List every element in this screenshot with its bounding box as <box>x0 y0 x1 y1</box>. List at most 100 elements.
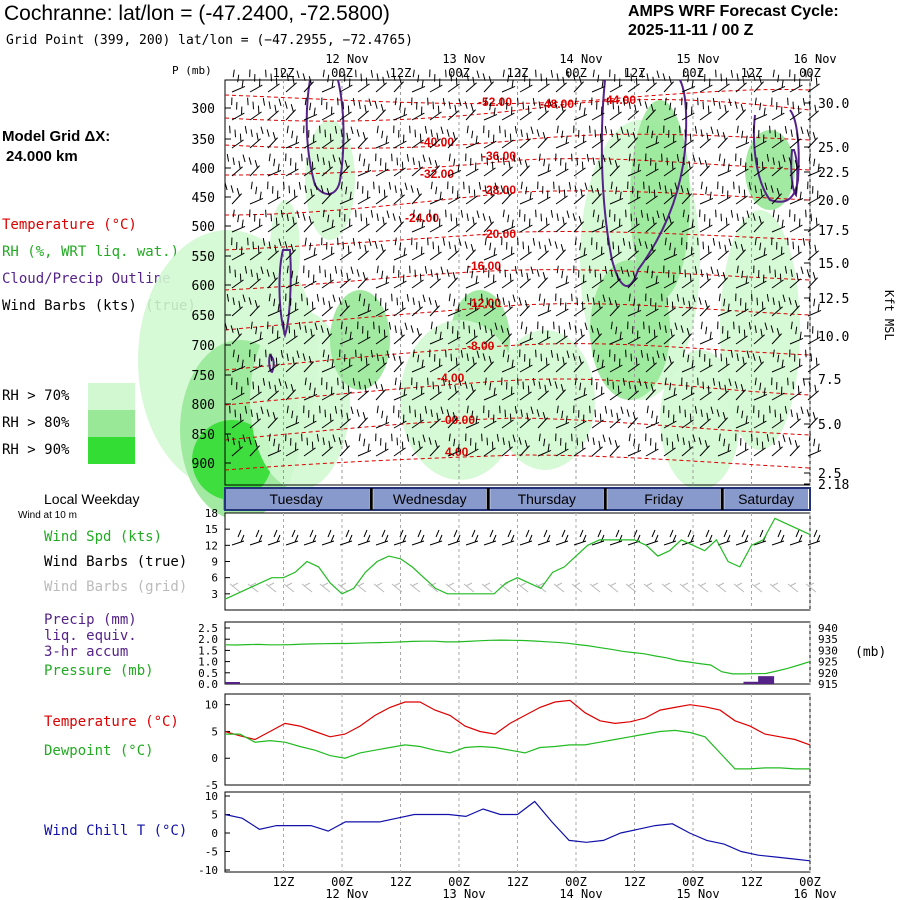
weekday-cell <box>223 488 370 510</box>
surface-wind-barb <box>483 529 497 546</box>
isotherm <box>224 378 811 406</box>
wind-barb <box>440 266 458 289</box>
wind-barb <box>555 265 570 289</box>
wind-barb <box>242 294 260 317</box>
grid-wind-barb <box>409 582 421 593</box>
wind-barb <box>316 293 333 317</box>
wind-barb <box>298 181 315 205</box>
wind-barb <box>409 265 424 289</box>
bottom-time-tick: 00Z <box>331 875 353 889</box>
wind-barb <box>789 209 803 233</box>
wind-barb <box>530 406 548 429</box>
wind-barb <box>715 349 730 373</box>
wind-barb <box>591 97 605 121</box>
wind-barb <box>661 293 676 317</box>
isotherm <box>224 99 811 122</box>
wind-barb <box>424 265 441 289</box>
wind-barb <box>679 125 694 149</box>
wind-barb <box>681 209 696 233</box>
wind-barb <box>645 125 660 149</box>
wind-barb <box>622 377 639 401</box>
wind-barb <box>388 321 405 345</box>
grid-point-label: Grid Point (399, 200) lat/lon = (−47.295… <box>6 33 413 48</box>
wind-barb <box>625 349 640 373</box>
wind-barb <box>766 433 783 457</box>
wind-barb <box>373 181 388 205</box>
wind-barb <box>730 209 747 233</box>
height-tick: 20.0 <box>818 194 849 209</box>
wind-barb <box>247 237 262 261</box>
weekday-label-wednesday: Wednesday <box>393 491 467 507</box>
surface-wind-barb <box>537 529 551 546</box>
label-temperature: Temperature (°C) <box>44 714 179 730</box>
wind-barb <box>512 434 530 457</box>
precip-tick: 1.5 <box>198 644 218 657</box>
wind-barb <box>404 182 422 205</box>
bottom-date-label: 12 Nov <box>325 887 368 900</box>
bottom-date-label: 16 Nov <box>793 887 836 900</box>
wind-barb <box>339 321 354 345</box>
isotherm <box>224 454 811 471</box>
bottom-date-label: 13 Nov <box>442 887 485 900</box>
wind-barb <box>375 293 389 317</box>
wind-barb <box>764 322 782 345</box>
wind-barb <box>663 377 678 401</box>
surface-wind-barb <box>591 529 605 546</box>
wind-barb <box>753 265 767 289</box>
wind-barb <box>573 125 587 149</box>
wind-barb <box>476 210 494 233</box>
precip-bar <box>758 676 775 684</box>
wind-barb <box>393 125 407 149</box>
wind-barb <box>535 209 550 233</box>
wind-barb <box>370 349 387 373</box>
wind-barb <box>350 406 368 429</box>
pressure-tick: 900 <box>192 457 215 472</box>
wind-barb <box>800 266 818 289</box>
wind-barb <box>406 153 423 177</box>
isotherm <box>224 133 811 149</box>
wind-barb <box>226 153 243 177</box>
wind-barb <box>332 294 350 317</box>
isotherm <box>224 343 811 371</box>
wind-barb <box>316 153 333 177</box>
wind-barb <box>609 321 624 345</box>
wind-barb <box>638 378 656 401</box>
wind-barb <box>555 433 569 457</box>
wind-barb <box>805 209 820 233</box>
wind-barb <box>265 349 280 373</box>
wind-barb <box>676 293 693 317</box>
wind-barb <box>681 69 696 93</box>
wind-barb <box>334 265 351 289</box>
isotherm <box>224 88 811 105</box>
rh-blob <box>720 210 800 450</box>
wind-barb <box>663 97 678 121</box>
top-time-tick: 12Z <box>273 66 295 80</box>
wind-barb <box>339 209 353 233</box>
grid-wind-barb <box>571 582 583 593</box>
wind-barb <box>357 153 372 177</box>
wind-barb <box>586 293 603 317</box>
wind-barb <box>249 349 263 373</box>
temperature-line <box>224 699 811 746</box>
wind-barb <box>607 237 622 261</box>
wind-barb <box>661 433 676 457</box>
model-grid-label: Model Grid ΔX: <box>2 128 111 145</box>
grid-wind-barb <box>607 582 619 593</box>
surface-wind-barbs <box>231 529 821 546</box>
wind-barb <box>584 322 602 345</box>
grid-wind-barb <box>247 582 259 593</box>
wind-barb <box>393 265 407 289</box>
surface-wind-barb <box>717 529 731 546</box>
wind-barb <box>483 265 497 289</box>
wind-barb <box>393 377 408 401</box>
label-precip: Precip (mm) <box>44 612 137 628</box>
surface-wind-barb <box>519 529 533 546</box>
wind-barb <box>422 154 440 177</box>
wind-barb <box>787 237 802 261</box>
wind-barb <box>658 181 675 205</box>
wind-barb <box>267 181 281 205</box>
wind-barb <box>319 405 334 429</box>
wind-barb <box>262 237 279 261</box>
rh-blob <box>590 260 670 400</box>
surface-wind-barb <box>609 529 623 546</box>
